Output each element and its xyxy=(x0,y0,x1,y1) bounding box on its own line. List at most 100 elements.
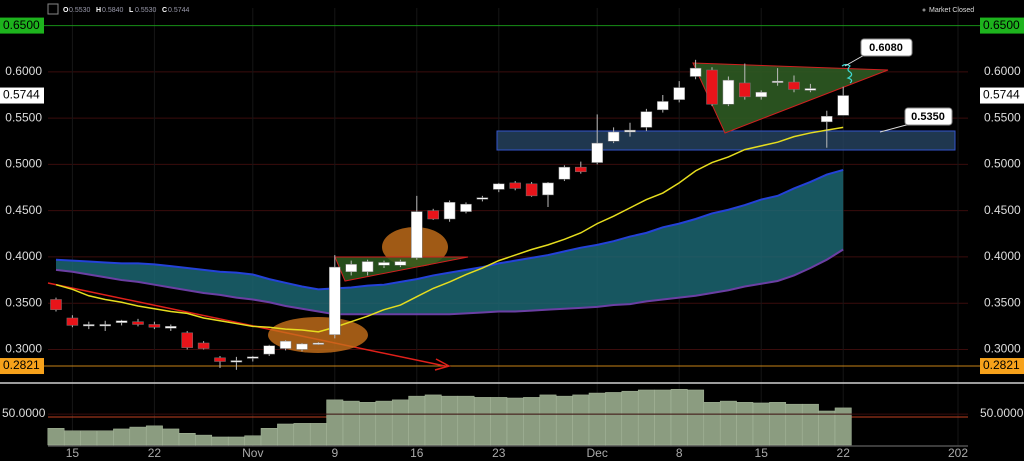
volume-bar xyxy=(441,395,459,446)
legend-letter: H xyxy=(96,7,101,14)
candle-body xyxy=(99,324,111,327)
legend-letter: C xyxy=(162,7,167,14)
candle-body xyxy=(115,320,128,323)
candle-body xyxy=(509,182,521,189)
volume-bar xyxy=(637,389,655,446)
candle-body xyxy=(50,299,62,310)
volume-bar xyxy=(63,430,81,446)
candle-body xyxy=(558,166,571,180)
volume-bar xyxy=(129,426,147,446)
band-area xyxy=(56,169,844,315)
overlay-layer: Market Closed 0.6080 0.5350 O 0.5530 H 0.58… xyxy=(0,3,1024,375)
price-label-box xyxy=(980,87,1024,104)
volume-bar xyxy=(736,402,754,446)
candle-body xyxy=(197,342,210,349)
candle-body xyxy=(706,69,718,105)
y-tick-label: 0.3000 xyxy=(5,342,42,356)
callout-box xyxy=(904,107,953,126)
volume-bar xyxy=(260,428,278,446)
price-label-box xyxy=(0,17,44,34)
price-label: 0.2821 xyxy=(983,358,1020,372)
volume-bar xyxy=(326,399,344,446)
y-tick-label: 0.4000 xyxy=(5,249,42,263)
candle-body xyxy=(132,321,144,325)
volume-bar xyxy=(96,430,114,446)
y-tick-label: 0.6000 xyxy=(984,64,1021,78)
volume-bar xyxy=(523,397,541,446)
x-tick-label: 22 xyxy=(837,446,851,460)
ellipse xyxy=(268,317,368,353)
volume-bar xyxy=(227,436,245,446)
candle-body xyxy=(607,131,620,142)
legend-value: 0.5530 xyxy=(69,7,91,14)
x-tick-label: Nov xyxy=(242,446,263,460)
y-tick-label: 0.3500 xyxy=(984,295,1021,309)
candle-body xyxy=(411,211,423,259)
legend-value: 0.5530 xyxy=(135,7,157,14)
volume-bar xyxy=(457,395,475,446)
candle-body xyxy=(525,183,538,197)
candle-body xyxy=(443,202,456,220)
candle-body xyxy=(788,81,800,90)
legend-letter: O xyxy=(63,7,69,14)
candle-body xyxy=(296,343,308,350)
volume-bar xyxy=(719,400,737,446)
candle-body xyxy=(640,111,653,128)
volume-bar xyxy=(195,434,213,446)
callout-label: 0.6080 xyxy=(869,42,903,54)
legend-value: 0.5840 xyxy=(102,7,124,14)
price-label: 0.2821 xyxy=(3,358,40,372)
candle-body xyxy=(66,317,79,326)
x-tick-label: Dec xyxy=(587,446,608,460)
volume-bar xyxy=(424,394,442,446)
candle-body xyxy=(279,340,292,349)
price-label: 0.6500 xyxy=(983,18,1020,32)
candle-body xyxy=(247,356,259,359)
volume-bar xyxy=(752,402,770,446)
x-tick-label: 8 xyxy=(676,446,683,460)
volume-bar xyxy=(47,428,65,446)
volume-bar xyxy=(162,428,180,446)
y-tick-label: 0.3000 xyxy=(984,342,1021,356)
band-lower xyxy=(55,248,844,316)
candle-body xyxy=(263,345,275,355)
candle-body xyxy=(378,262,390,266)
volume-bar xyxy=(654,389,672,446)
volume-bar xyxy=(391,399,409,446)
callout-label: 0.5350 xyxy=(911,111,945,123)
price-label-box xyxy=(0,358,44,375)
volume-bar xyxy=(572,394,590,446)
band-layer xyxy=(55,168,844,316)
arrow-head xyxy=(434,358,451,371)
y-tick-label: 0.6000 xyxy=(5,64,42,78)
volume-bar xyxy=(342,400,360,446)
candle-layer xyxy=(50,59,849,370)
volume-bar xyxy=(621,390,639,446)
volume-bar xyxy=(769,402,787,446)
callout-box xyxy=(860,38,913,57)
price-label: 0.5744 xyxy=(983,88,1020,102)
candle-body xyxy=(804,88,817,91)
volume-bar xyxy=(113,428,131,446)
volume-bar xyxy=(506,397,524,446)
volume-bar xyxy=(670,389,688,446)
volume-bar xyxy=(473,397,491,446)
x-tick-label: 23 xyxy=(492,446,506,460)
volume-bar xyxy=(178,432,196,446)
candle-body xyxy=(771,80,784,83)
price-label: 0.6500 xyxy=(3,18,40,32)
volume-bar xyxy=(588,392,606,446)
x-tick-label: 9 xyxy=(331,446,338,460)
candle-body xyxy=(165,326,177,329)
candle-body xyxy=(329,266,341,335)
candle-body xyxy=(361,261,374,272)
price-label-box xyxy=(980,358,1024,375)
volume-tick-label: 50.0000 xyxy=(980,406,1024,420)
candle-body xyxy=(575,166,587,173)
y-tick-label: 0.4500 xyxy=(984,203,1021,217)
ma-layer xyxy=(55,126,844,333)
candle-body xyxy=(312,342,325,345)
volume-bar xyxy=(801,403,819,446)
y-tick-label: 0.4500 xyxy=(5,203,42,217)
volume-bar xyxy=(687,389,705,446)
